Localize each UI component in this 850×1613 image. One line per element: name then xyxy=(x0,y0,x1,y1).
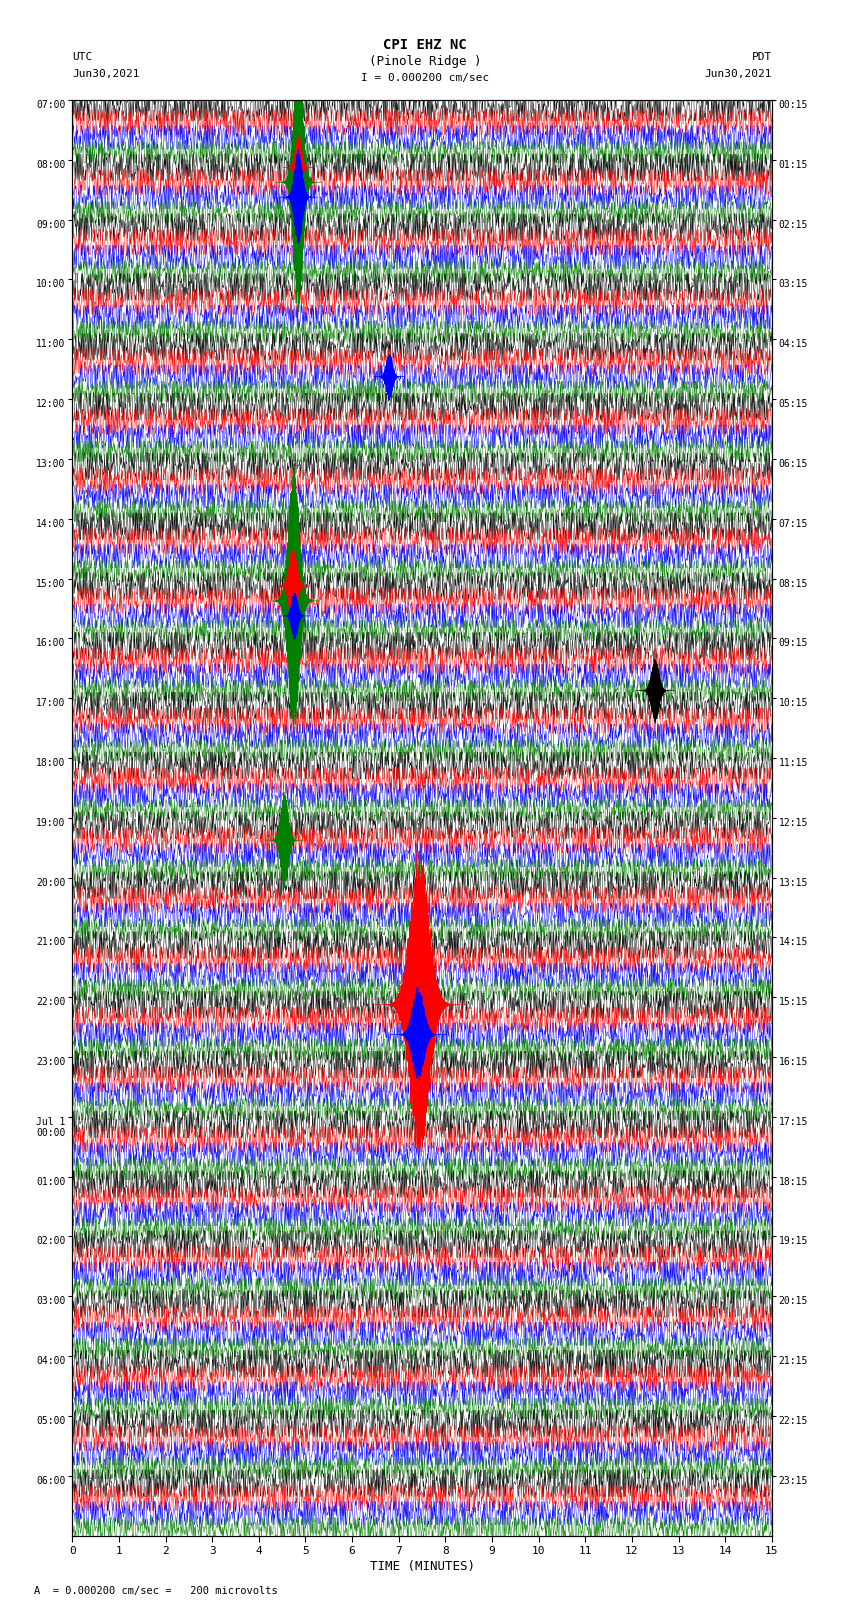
Text: PDT: PDT xyxy=(751,53,772,63)
Text: I = 0.000200 cm/sec: I = 0.000200 cm/sec xyxy=(361,74,489,84)
Text: CPI EHZ NC: CPI EHZ NC xyxy=(383,39,467,52)
Text: A  = 0.000200 cm/sec =   200 microvolts: A = 0.000200 cm/sec = 200 microvolts xyxy=(34,1586,278,1595)
Text: UTC: UTC xyxy=(72,53,93,63)
X-axis label: TIME (MINUTES): TIME (MINUTES) xyxy=(370,1560,474,1573)
Text: Jun30,2021: Jun30,2021 xyxy=(72,69,139,79)
Text: (Pinole Ridge ): (Pinole Ridge ) xyxy=(369,55,481,68)
Text: Jun30,2021: Jun30,2021 xyxy=(705,69,772,79)
